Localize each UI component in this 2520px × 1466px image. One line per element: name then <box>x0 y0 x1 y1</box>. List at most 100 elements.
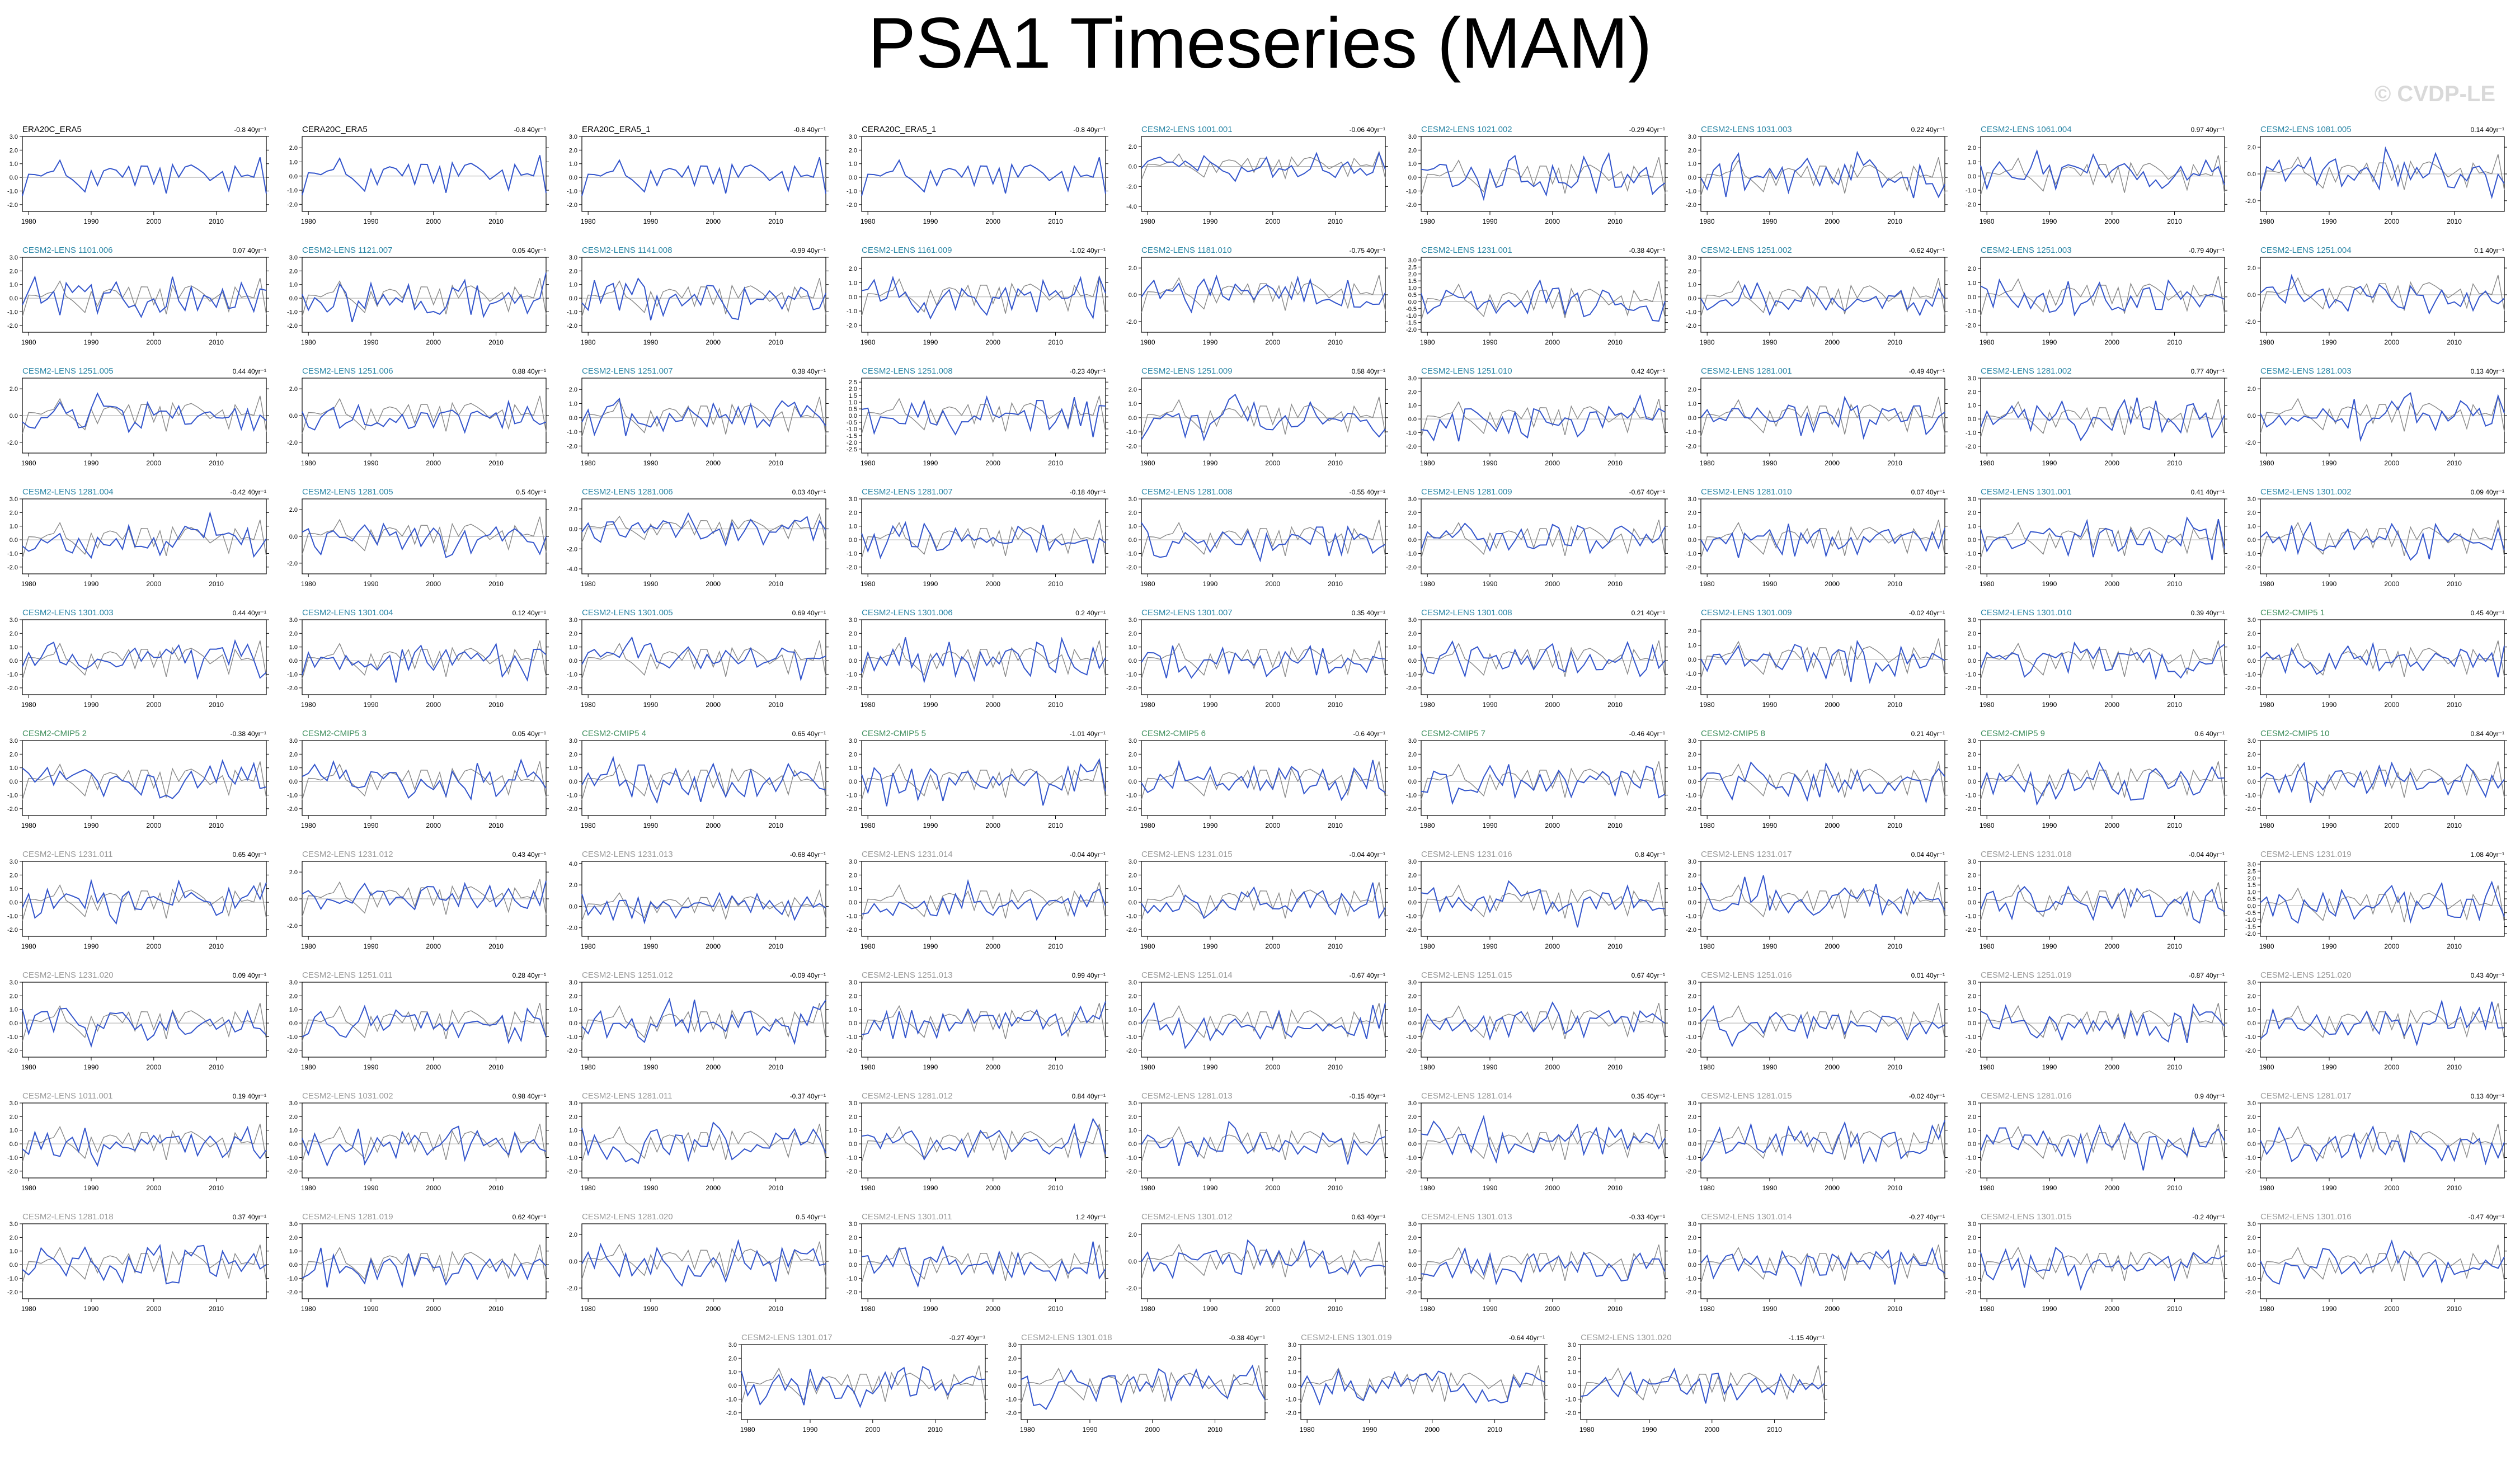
x-tick-label: 1980 <box>1980 580 1995 588</box>
y-tick-label: -2.0 <box>287 560 298 567</box>
y-tick-label: -2.0 <box>1966 685 1976 692</box>
y-tick-label: 2.0 <box>1129 872 1137 879</box>
panel-title: CESM2-CMIP5 10 <box>2260 729 2329 738</box>
y-tick-label: -2.0 <box>567 1285 577 1292</box>
panel-title: CESM2-LENS 1251.015 <box>1421 970 1512 980</box>
series-line <box>22 1007 267 1048</box>
panel-title: CESM2-LENS 1301.007 <box>1141 608 1233 617</box>
panel-trend: -0.04 40yr⁻¹ <box>1070 851 1106 859</box>
y-tick-label: -1.0 <box>7 792 18 799</box>
y-tick-label: 3.0 <box>2248 861 2256 868</box>
x-tick-label: 1980 <box>1140 580 1155 588</box>
obs-series-line <box>861 276 1106 317</box>
y-tick-label: 0.0 <box>849 413 857 419</box>
y-tick-label: 0.0 <box>849 294 857 301</box>
series-line <box>581 277 826 320</box>
obs-series-line <box>861 761 1106 800</box>
x-tick-label: 2010 <box>2447 701 2462 709</box>
obs-series-line <box>1700 882 1945 921</box>
panel-trend: 0.39 40yr⁻¹ <box>2191 609 2225 617</box>
obs-series-line <box>1421 399 1666 438</box>
y-tick-label: -1.0 <box>7 1275 18 1282</box>
panel-title: CESM2-LENS 1281.020 <box>582 1212 673 1222</box>
panel-trend: -0.75 40yr⁻¹ <box>1350 247 1385 254</box>
obs-series-line <box>1141 397 1386 437</box>
x-tick-label: 2010 <box>1328 338 1343 346</box>
panel-trend: -1.15 40yr⁻¹ <box>1789 1334 1825 1342</box>
x-tick-label: 2010 <box>209 942 224 950</box>
panel: CESM2-CMIP5 5 -1.01 40yr⁻¹ 3.0 2.0 1.0 0.0 -1.… <box>847 729 1108 829</box>
y-tick-label: 0.0 <box>1688 537 1696 544</box>
obs-series-line <box>1141 520 1386 559</box>
obs-series-line <box>302 640 547 680</box>
panel-trend: 0.07 40yr⁻¹ <box>233 247 266 254</box>
obs-series-line <box>22 640 267 680</box>
series-line <box>2260 999 2505 1047</box>
x-tick-label: 2000 <box>1265 1184 1280 1192</box>
plot-frame <box>1421 498 1666 574</box>
x-tick-label: 2000 <box>2384 701 2399 709</box>
panel-title: CESM2-LENS 1251.010 <box>1421 366 1512 376</box>
x-tick-label: 1990 <box>364 580 379 588</box>
y-tick-label: 4.0 <box>569 861 577 868</box>
obs-series-line <box>1980 155 2225 196</box>
obs-series-line <box>22 1124 267 1163</box>
y-tick-label: 1.0 <box>1968 159 1976 166</box>
y-tick-label: 1.0 <box>10 1007 18 1014</box>
x-tick-label: 2000 <box>706 338 721 346</box>
panel: CESM2-CMIP5 9 0.6 40yr⁻¹ 3.0 2.0 1.0 0.0 -1.0 -… <box>1966 729 2227 829</box>
plot-frame <box>1700 136 1945 212</box>
y-tick-label: -1.0 <box>1966 1034 1976 1040</box>
x-tick-label: 1990 <box>1762 1063 1778 1071</box>
y-tick-label: -2.0 <box>847 202 857 209</box>
y-tick-label: 1.0 <box>1688 401 1696 408</box>
x-tick-label: 1980 <box>1579 1426 1595 1434</box>
y-tick-label: 0.0 <box>849 537 857 544</box>
series-line <box>1141 882 1386 920</box>
y-tick-label: 2.0 <box>1968 1234 1976 1241</box>
y-tick-label: 0.5 <box>849 406 857 413</box>
x-tick-label: 2000 <box>1265 580 1280 588</box>
y-tick-label: 2.0 <box>2248 1234 2256 1241</box>
x-tick-label: 1980 <box>21 822 36 829</box>
x-tick-label: 2000 <box>985 580 1000 588</box>
plot-frame <box>1141 619 1386 695</box>
panel-trend: -0.37 40yr⁻¹ <box>790 1092 826 1100</box>
y-tick-label: 2.0 <box>2248 265 2256 272</box>
y-tick-label: 0.0 <box>289 1141 298 1148</box>
panel-title: CESM2-LENS 1061.004 <box>1981 125 2072 134</box>
y-tick-label: 2.0 <box>1408 993 1417 1000</box>
plot-frame <box>1421 378 1666 454</box>
y-tick-label: -2.0 <box>1686 927 1696 934</box>
series-line <box>22 392 267 433</box>
y-tick-label: -1.0 <box>1686 550 1696 557</box>
plot-frame <box>302 740 547 816</box>
x-tick-label: 2010 <box>928 1426 943 1434</box>
y-tick-label: -2.0 <box>1126 685 1137 692</box>
panel-title: CESM2-CMIP5 9 <box>1981 729 2045 738</box>
x-tick-label: 2000 <box>146 218 161 225</box>
y-tick-label: 1.0 <box>569 401 577 408</box>
obs-series-line <box>1980 276 2225 317</box>
panel-trend: -0.67 40yr⁻¹ <box>1629 488 1665 496</box>
y-tick-label: 2.0 <box>1408 1114 1417 1120</box>
x-tick-label: 1990 <box>1762 218 1778 225</box>
panel: CESM2-LENS 1301.004 0.12 40yr⁻¹ 3.0 2.0 1.0 0… <box>287 608 549 709</box>
y-tick-label: -1.0 <box>1966 550 1976 557</box>
x-tick-label: 2000 <box>426 822 441 829</box>
panel-trend: -0.8 40yr⁻¹ <box>514 126 546 134</box>
panel-trend: 0.62 40yr⁻¹ <box>513 1213 546 1221</box>
y-tick-label: 3.0 <box>728 1342 737 1349</box>
series-line <box>1700 524 1945 558</box>
x-tick-label: 1980 <box>581 942 596 950</box>
series-line <box>1980 1246 2225 1291</box>
x-tick-label: 2000 <box>1545 1184 1560 1192</box>
y-tick-label: -1.0 <box>847 308 857 315</box>
y-tick-label: -1.0 <box>1406 792 1417 799</box>
panel: CESM2-LENS 1301.015 -0.2 40yr⁻¹ 3.0 2.0 1.0 0… <box>1966 1212 2227 1313</box>
series-line <box>1141 1239 1386 1280</box>
x-tick-label: 2000 <box>706 218 721 225</box>
x-tick-label: 1980 <box>581 1063 596 1071</box>
obs-series-line <box>1421 520 1666 559</box>
panel-title: CERA20C_ERA5 <box>302 125 368 134</box>
